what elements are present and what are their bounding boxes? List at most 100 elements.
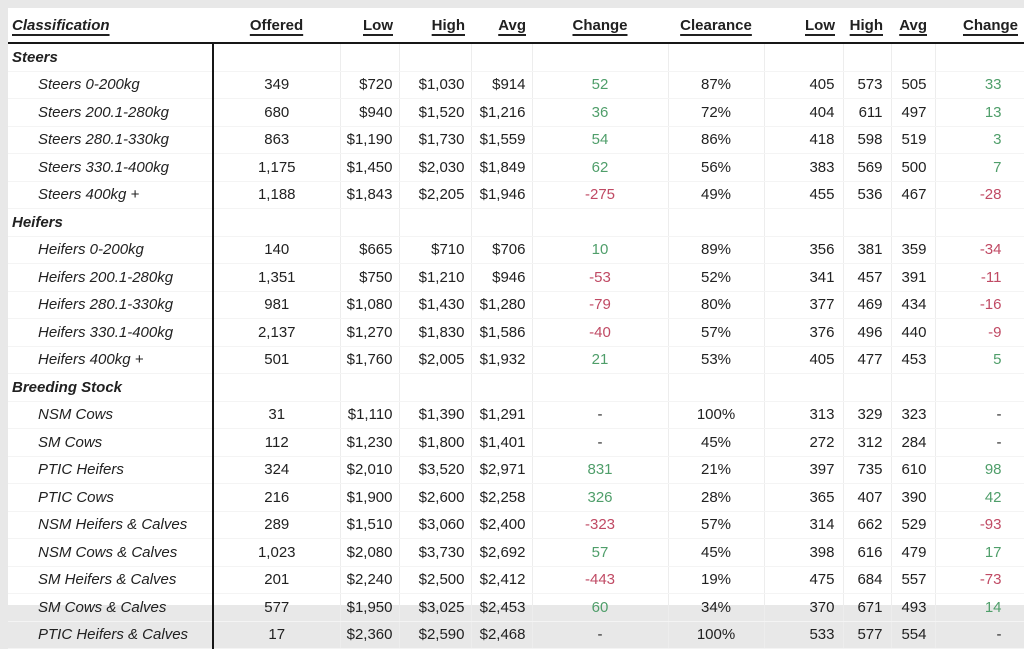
classification-cell: NSM Heifers & Calves — [8, 511, 214, 539]
cell-empty — [471, 208, 533, 237]
cell-empty — [891, 208, 936, 237]
cell-offered: 501 — [213, 346, 341, 374]
cell-low: $1,110 — [340, 401, 400, 429]
cell-offered: 216 — [213, 483, 341, 512]
classification-cell: Steers 280.1-330kg — [8, 126, 214, 154]
col-header-high: High — [399, 8, 471, 44]
cell-high: 469 — [843, 291, 892, 319]
classification-cell: PTIC Cows — [8, 483, 214, 512]
classification-cell: NSM Cows & Calves — [8, 538, 214, 567]
cell-low: $2,010 — [340, 456, 400, 484]
cell-avg: $1,946 — [471, 181, 533, 209]
cell-change: - — [532, 401, 669, 429]
cell-offered: 31 — [213, 401, 341, 429]
section-header-row: Steers — [8, 43, 1024, 72]
cell-empty — [532, 43, 669, 72]
cell-low: $1,510 — [340, 511, 400, 539]
cell-avg: 479 — [891, 538, 936, 567]
cell-change: -11 — [935, 263, 1024, 292]
cell-high: 684 — [843, 566, 892, 594]
classification-cell: Steers 330.1-400kg — [8, 153, 214, 182]
col-header-low-2: Low — [764, 8, 843, 44]
classification-cell: PTIC Heifers & Calves — [8, 621, 214, 649]
table-row: SM Cows 112 $1,230 $1,800 $1,401-45% 272 312 28… — [8, 428, 1024, 457]
cell-low: $1,190 — [340, 126, 400, 154]
cell-high: 569 — [843, 153, 892, 182]
cell-change: 42 — [935, 483, 1024, 512]
cell-change: 21 — [532, 346, 669, 374]
table-row: Heifers 280.1-330kg 981 $1,080 $1,430 $1,280… — [8, 291, 1024, 319]
cell-clearance: 28% — [668, 483, 765, 512]
col-header-offered: Offered — [213, 8, 340, 44]
cell-high: $1,210 — [399, 263, 472, 292]
cell-low: $2,240 — [340, 566, 400, 594]
cell-avg: 440 — [891, 318, 936, 347]
cell-avg: $2,400 — [471, 511, 533, 539]
cell-clearance: 21% — [668, 456, 765, 484]
cell-change: 17 — [935, 538, 1024, 567]
cell-clearance: 89% — [668, 236, 765, 264]
cell-avg: 557 — [891, 566, 936, 594]
classification-cell: SM Cows & Calves — [8, 593, 214, 622]
cell-avg: $1,280 — [471, 291, 533, 319]
cell-empty — [764, 43, 844, 72]
classification-cell: Heifers 200.1-280kg — [8, 263, 214, 292]
cell-high: 477 — [843, 346, 892, 374]
cell-low: 405 — [764, 71, 844, 99]
cell-high: $3,025 — [399, 593, 472, 622]
cell-avg: $2,692 — [471, 538, 533, 567]
cell-change: -16 — [935, 291, 1024, 319]
cell-change: - — [532, 621, 669, 649]
cell-low: 383 — [764, 153, 844, 182]
cell-change: - — [935, 401, 1024, 429]
cell-clearance: 80% — [668, 291, 765, 319]
classification-cell: Heifers 400kg + — [8, 346, 214, 374]
cell-empty — [668, 208, 765, 237]
table-header-row: Classification Offered Low High Avg Chan… — [8, 8, 1024, 44]
cell-low: 341 — [764, 263, 844, 292]
cell-low: 475 — [764, 566, 844, 594]
cell-high: $2,600 — [399, 483, 472, 512]
col-header-change-2: Change — [935, 8, 1024, 44]
cell-change: 13 — [935, 98, 1024, 127]
table-row: NSM Cows 31 $1,110 $1,390 $1,291-100% 313 329 3… — [8, 401, 1024, 429]
classification-cell: SM Cows — [8, 428, 214, 457]
cell-offered: 863 — [213, 126, 341, 154]
cell-change: 3 — [935, 126, 1024, 154]
cell-change: -28 — [935, 181, 1024, 209]
col-header-avg-2: Avg — [891, 8, 935, 44]
cell-low: 398 — [764, 538, 844, 567]
cell-empty — [668, 373, 765, 402]
cell-empty — [471, 373, 533, 402]
cell-low: $665 — [340, 236, 400, 264]
cell-high: $1,390 — [399, 401, 472, 429]
cell-empty — [891, 43, 936, 72]
cell-low: 313 — [764, 401, 844, 429]
cell-change: -34 — [935, 236, 1024, 264]
cell-avg: 390 — [891, 483, 936, 512]
col-header-high-2: High — [843, 8, 891, 44]
cell-change: 14 — [935, 593, 1024, 622]
cell-empty — [532, 208, 669, 237]
cell-offered: 324 — [213, 456, 341, 484]
table-row: SM Cows & Calves 577 $1,950 $3,025 $2,453 60 3… — [8, 593, 1024, 622]
cell-change: 98 — [935, 456, 1024, 484]
cell-avg: 610 — [891, 456, 936, 484]
cell-empty — [668, 43, 765, 72]
cell-low: 314 — [764, 511, 844, 539]
classification-cell: PTIC Heifers — [8, 456, 214, 484]
cell-clearance: 52% — [668, 263, 765, 292]
cell-empty — [399, 208, 472, 237]
cell-clearance: 56% — [668, 153, 765, 182]
cell-high: 616 — [843, 538, 892, 567]
cell-change: -9 — [935, 318, 1024, 347]
cell-change: -40 — [532, 318, 669, 347]
cell-low: $1,843 — [340, 181, 400, 209]
cell-change: 36 — [532, 98, 669, 127]
cell-empty — [935, 43, 1024, 72]
cell-low: $1,950 — [340, 593, 400, 622]
cell-empty — [340, 373, 400, 402]
cell-high: $1,800 — [399, 428, 472, 457]
cell-high: $1,730 — [399, 126, 472, 154]
cell-clearance: 53% — [668, 346, 765, 374]
